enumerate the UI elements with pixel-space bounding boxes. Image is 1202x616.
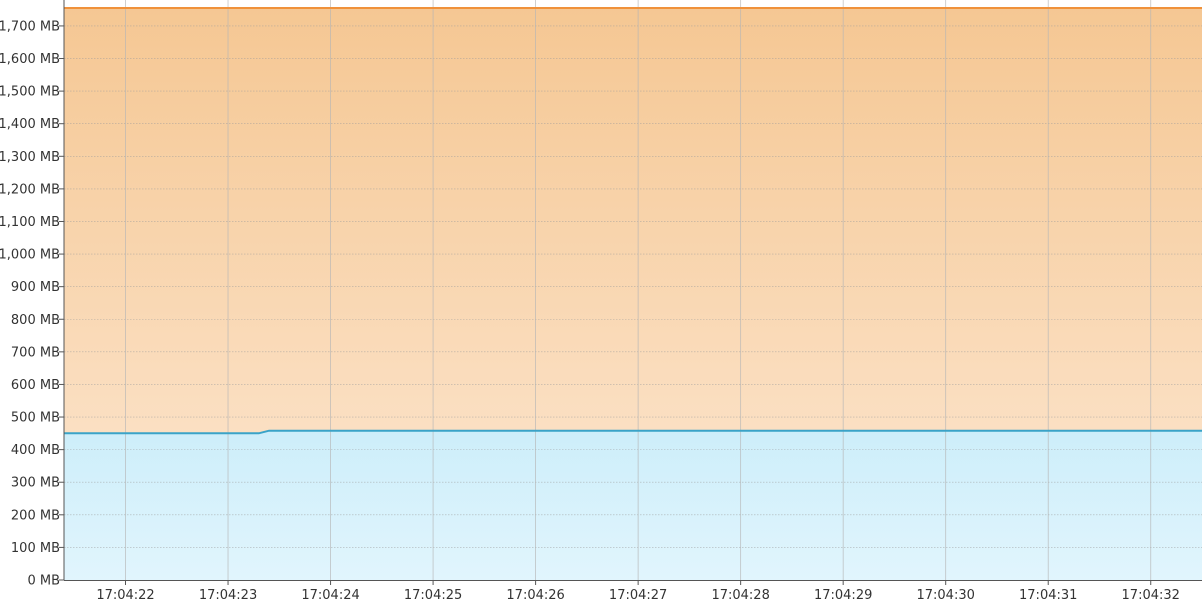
y-tick-label: 600 MB bbox=[11, 378, 60, 393]
y-tick-label: 1,100 MB bbox=[0, 215, 60, 230]
y-tick-label: 1,400 MB bbox=[0, 117, 60, 132]
x-tick-label: 17:04:32 bbox=[1122, 588, 1180, 603]
y-tick-label: 1,000 MB bbox=[0, 248, 60, 263]
x-tick-label: 17:04:25 bbox=[404, 588, 462, 603]
y-tick-label: 100 MB bbox=[11, 541, 60, 556]
x-tick-label: 17:04:26 bbox=[506, 588, 564, 603]
y-tick-label: 1,300 MB bbox=[0, 150, 60, 165]
y-tick-label: 1,700 MB bbox=[0, 19, 60, 34]
y-tick-label: 1,500 MB bbox=[0, 85, 60, 100]
x-tick-label: 17:04:22 bbox=[96, 588, 154, 603]
x-tick-label: 17:04:23 bbox=[199, 588, 257, 603]
y-tick-label: 1,200 MB bbox=[0, 182, 60, 197]
y-tick-label: 500 MB bbox=[11, 411, 60, 426]
x-tick-label: 17:04:24 bbox=[301, 588, 359, 603]
x-tick-label: 17:04:28 bbox=[711, 588, 769, 603]
x-tick-label: 17:04:29 bbox=[814, 588, 872, 603]
y-tick-label: 300 MB bbox=[11, 476, 60, 491]
series-1-line bbox=[64, 429, 1202, 435]
y-tick-label: 700 MB bbox=[11, 345, 60, 360]
series-lines bbox=[64, 7, 1202, 435]
grid-lines bbox=[64, 0, 1202, 580]
series-1-area bbox=[64, 430, 1202, 580]
x-tick-label: 17:04:30 bbox=[916, 588, 974, 603]
series-fills bbox=[64, 8, 1202, 580]
y-tick-label: 800 MB bbox=[11, 313, 60, 328]
y-tick-label: 1,600 MB bbox=[0, 52, 60, 67]
y-axis-labels: 0 MB 100 MB 200 MB 300 MB 400 MB 500 MB 600 MB… bbox=[0, 19, 60, 588]
y-tick-label: 0 MB bbox=[27, 574, 60, 589]
y-tick-label: 900 MB bbox=[11, 280, 60, 295]
y-tick-label: 200 MB bbox=[11, 508, 60, 523]
x-tick-label: 17:04:27 bbox=[609, 588, 667, 603]
x-axis-labels: 17:04:22 17:04:23 17:04:24 17:04:25 17:04:26… bbox=[96, 588, 1180, 603]
y-tick-label: 400 MB bbox=[11, 443, 60, 458]
axes bbox=[59, 0, 1202, 585]
x-tick-label: 17:04:31 bbox=[1019, 588, 1077, 603]
